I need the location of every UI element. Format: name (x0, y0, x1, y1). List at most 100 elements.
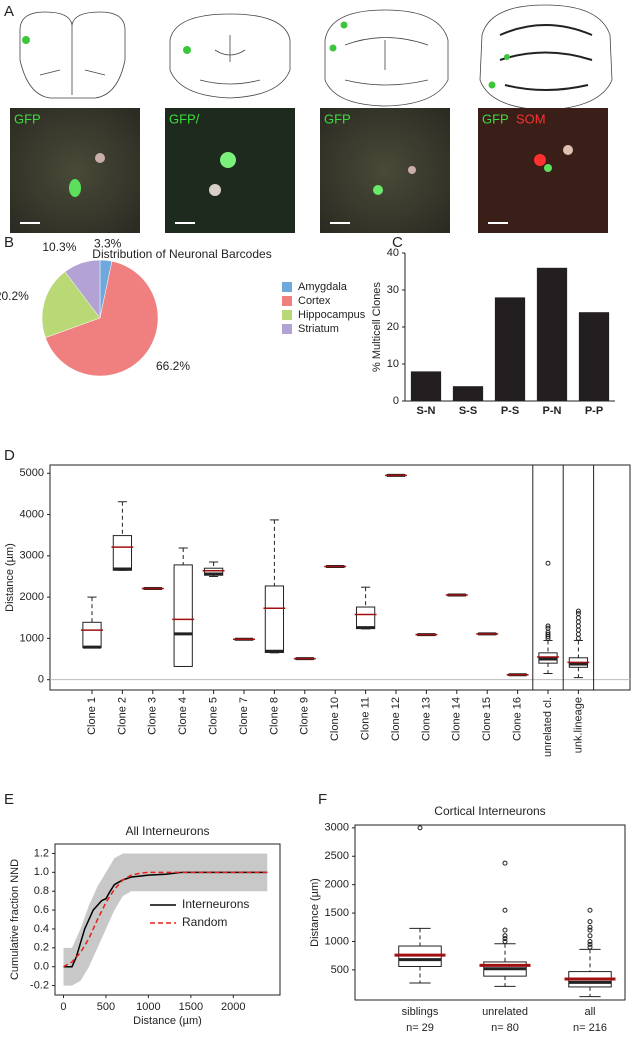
y-tick-label: 0.4 (34, 923, 49, 935)
plot-frame (54, 843, 281, 996)
box (112, 535, 133, 571)
outlier (587, 938, 593, 944)
x-tick-label: Clone 16 (512, 697, 524, 741)
outlier (575, 608, 581, 614)
x-tick-label: P-N (543, 405, 562, 417)
box (173, 564, 193, 667)
outlier (587, 927, 593, 933)
x-tick-label: Clone 10 (329, 697, 341, 741)
panel-label: D (4, 447, 15, 464)
y-tick-label: 500 (331, 964, 349, 976)
x-tick-label: unrelated (482, 1006, 528, 1018)
panel-label: C (392, 234, 403, 251)
outlier (587, 924, 593, 930)
series-line (63, 871, 268, 968)
outlier (545, 623, 551, 629)
slice-label: 10.3% (42, 240, 76, 254)
image-label: GFP (324, 111, 351, 126)
x-tick-label: Clone 11 (360, 697, 372, 740)
plot-frame (49, 464, 631, 691)
outlier (502, 927, 508, 933)
bar (536, 267, 568, 401)
chart-title: Cortical Interneurons (434, 804, 545, 818)
y-axis-label: Cumulative fraction NND (9, 859, 21, 980)
x-tick-label: Clone 9 (299, 697, 311, 735)
outlier (575, 615, 581, 621)
bar (452, 386, 484, 401)
x-tick-label: 500 (97, 1001, 115, 1013)
y-tick-label: 0.0 (34, 961, 49, 973)
x-tick-label: siblings (402, 1006, 439, 1018)
x-tick-label: 1000 (136, 1001, 160, 1013)
y-tick-label: 1.2 (34, 847, 49, 859)
pie-slice (64, 259, 101, 319)
x-tick-label: P-P (585, 405, 603, 417)
x-tick-label: S-N (417, 405, 436, 417)
y-tick-label: 1000 (20, 632, 44, 644)
x-tick-label: Clone 8 (268, 697, 280, 735)
panel-label: E (4, 791, 14, 808)
x-axis-label: Distance (µm) (133, 1015, 202, 1027)
outlier (545, 625, 551, 631)
outlier (417, 825, 423, 831)
outlier (587, 941, 593, 947)
legend-swatch (282, 310, 292, 320)
outlier (587, 933, 593, 939)
x-tick-label: 2000 (221, 1001, 245, 1013)
brain-sections (19, 4, 613, 111)
outlier (502, 936, 508, 942)
y-tick-label: 5000 (20, 467, 44, 479)
x-tick-label: Clone 2 (116, 697, 128, 735)
outlier (502, 938, 508, 944)
y-tick-label: 40 (387, 247, 399, 259)
confidence-band (63, 853, 268, 986)
x-tick-label: Clone 13 (420, 697, 432, 741)
y-tick-label: 0.2 (34, 942, 49, 954)
y-tick-label: -0.2 (30, 979, 49, 991)
image-label: GFP (14, 111, 41, 126)
y-tick-label: 1000 (325, 935, 349, 947)
outlier (545, 631, 551, 637)
x-tick-label: 0 (60, 1001, 66, 1013)
bar (410, 371, 442, 401)
panel-label: F (318, 791, 327, 808)
slice-label: 20.2% (0, 289, 29, 303)
panel-label: A (4, 3, 14, 20)
n-label: n= 29 (406, 1022, 434, 1034)
legend-label: Hippocampus (298, 309, 366, 321)
y-tick-label: 2000 (325, 879, 349, 891)
outlier (545, 560, 551, 566)
y-tick-label: 1.0 (34, 866, 49, 878)
outlier (575, 611, 581, 617)
box (355, 606, 376, 629)
y-tick-label: 0.6 (34, 904, 49, 916)
y-tick-label: 2500 (325, 850, 349, 862)
n-label: n= 80 (491, 1022, 519, 1034)
legend-swatch (282, 282, 292, 292)
legend-label: Amygdala (298, 281, 348, 293)
chart-title: All Interneurons (125, 824, 209, 838)
micrographs (10, 108, 608, 233)
legend-swatch (282, 296, 292, 306)
pie-slice (41, 271, 101, 338)
y-axis-label: % Multicell Clones (371, 282, 383, 372)
y-tick-label: 30 (387, 284, 399, 296)
x-tick-label: Clone 15 (481, 697, 493, 741)
y-tick-label: 3000 (325, 822, 349, 834)
y-axis-label: Distance (µm) (4, 543, 16, 612)
outlier (575, 619, 581, 625)
legend-label: Random (182, 915, 227, 929)
legend-label: Striatum (298, 323, 339, 335)
x-tick-label: unrelated cl. (542, 697, 554, 757)
y-tick-label: 1500 (325, 907, 349, 919)
panel-label: B (4, 234, 14, 251)
outlier (575, 631, 581, 637)
image-label: GFP (482, 111, 509, 126)
slice-label: 66.2% (156, 359, 190, 373)
image-label: GFP/ (169, 111, 200, 126)
x-tick-label: Clone 3 (147, 697, 159, 735)
y-tick-label: 3000 (20, 550, 44, 562)
pie-slice (45, 260, 159, 377)
outlier (587, 944, 593, 950)
